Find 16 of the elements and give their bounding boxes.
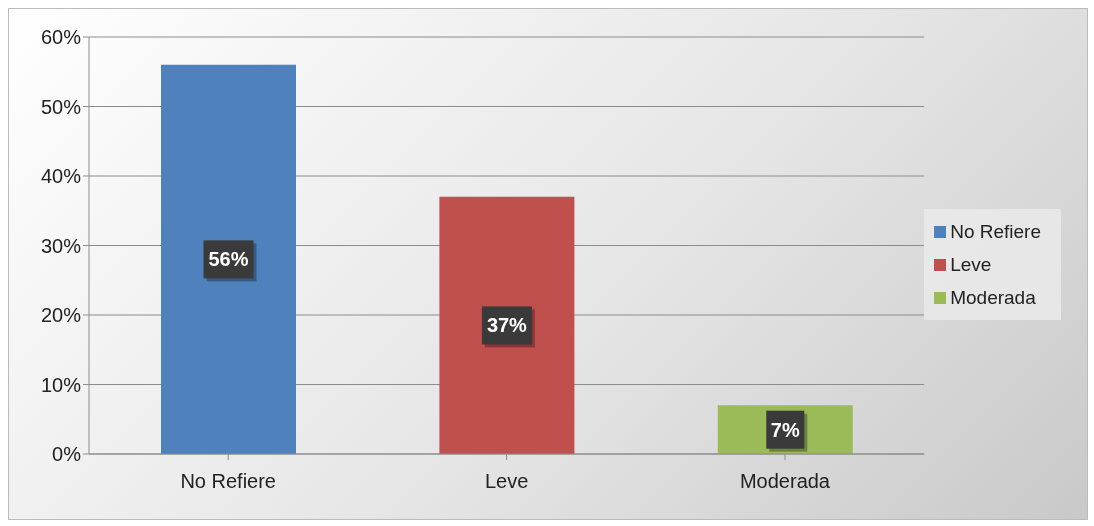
- x-tick-label: Moderada: [739, 470, 831, 493]
- y-tick-label: 50%: [40, 95, 82, 118]
- legend-label: No Refiere: [950, 220, 1041, 242]
- y-tick-label: 0%: [52, 443, 82, 466]
- data-label: 7%: [770, 418, 800, 441]
- legend-label: Moderada: [950, 286, 1036, 308]
- y-tick-label: 30%: [40, 234, 82, 257]
- x-tick-label: Leve: [484, 470, 529, 493]
- data-label: 56%: [208, 248, 249, 271]
- y-tick-label: 10%: [40, 373, 82, 396]
- y-tick-label: 20%: [40, 304, 82, 327]
- legend-label: Leve: [950, 253, 992, 275]
- y-tick-label: 60%: [40, 26, 82, 49]
- x-tick-label: No Refiere: [180, 470, 276, 493]
- data-label: 37%: [486, 314, 528, 337]
- y-tick-label: 40%: [40, 165, 82, 188]
